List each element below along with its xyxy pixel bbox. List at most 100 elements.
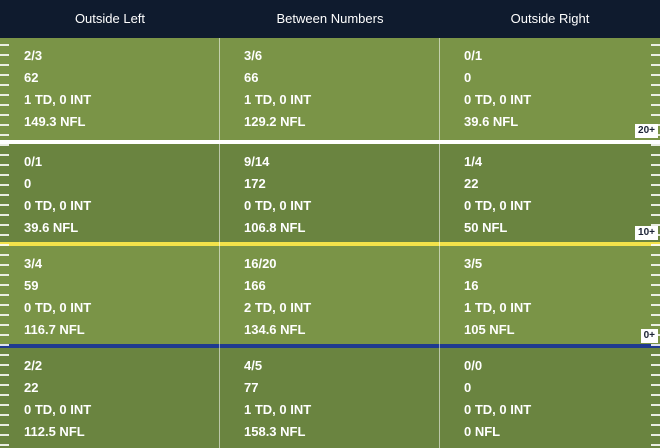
td-int: 0 TD, 0 INT [24,402,92,417]
yard-hash-mark [651,424,660,426]
yard-hash-mark [0,164,9,166]
yards: 22 [464,176,479,191]
yard-hash-mark [0,384,9,386]
yard-hash-mark [651,74,660,76]
completions: 0/0 [464,358,483,373]
passer-rating: 50 NFL [464,220,508,235]
yard-hash-mark [651,114,660,116]
yard-hash-mark [0,444,9,446]
zone-cell[interactable]: 3/5 16 1 TD, 0 INT 105 NFL [440,246,660,343]
zone-cell[interactable]: 0/1 0 0 TD, 0 INT 39.6 NFL [0,144,220,241]
td-int: 0 TD, 0 INT [244,198,312,213]
yard-hash-mark [651,284,660,286]
yard-hash-mark [651,264,660,266]
yards: 0 [24,176,32,191]
yard-hash-mark [651,404,660,406]
line-of-scrimmage [0,344,660,348]
yard-hash-mark [651,364,660,366]
td-int: 2 TD, 0 INT [244,300,312,315]
passer-rating: 39.6 NFL [24,220,79,235]
td-int: 1 TD, 0 INT [244,92,312,107]
zone-cell[interactable]: 0/0 0 0 TD, 0 INT 0 NFL [440,348,660,445]
field-zone-20-plus [0,38,660,140]
yard-hash-mark [651,204,660,206]
yard-hash-mark [0,84,9,86]
divider-white [0,140,660,144]
completions: 3/4 [24,256,43,271]
yard-hash-mark [0,74,9,76]
zone-cell[interactable]: 0/1 0 0 TD, 0 INT 39.6 NFL [440,38,660,135]
completions: 16/20 [244,256,277,271]
zone-cell[interactable]: 1/4 22 0 TD, 0 INT 50 NFL [440,144,660,241]
yard-hash-mark [0,184,9,186]
yard-hash-mark [0,324,9,326]
yard-hash-mark [0,204,9,206]
divider-yellow [0,242,660,246]
yards: 59 [24,278,39,293]
yard-hash-mark [0,134,9,136]
yard-hash-mark [0,414,9,416]
td-int: 0 TD, 0 INT [464,198,532,213]
yards: 66 [244,70,259,85]
yard-hash-mark [0,314,9,316]
yard-hash-mark [0,194,9,196]
zone-cell[interactable]: 9/14 172 0 TD, 0 INT 106.8 NFL [220,144,440,241]
td-int: 1 TD, 0 INT [24,92,92,107]
yard-hash-mark [651,64,660,66]
field-zone-10-plus [0,144,660,242]
yard-hash-mark [651,174,660,176]
zone-cell[interactable]: 4/5 77 1 TD, 0 INT 158.3 NFL [220,348,440,445]
yard-hash-mark [651,254,660,256]
td-int: 1 TD, 0 INT [244,402,312,417]
completions: 3/5 [464,256,483,271]
yards: 16 [464,278,479,293]
yards: 77 [244,380,259,395]
completions: 3/6 [244,48,263,63]
yard-hash-mark [0,274,9,276]
column-header-outside-left: Outside Left [74,11,146,26]
yard-hash-mark [651,314,660,316]
passer-rating: 158.3 NFL [244,424,306,439]
yard-hash-mark [0,94,9,96]
yard-hash-mark [651,444,660,446]
completions: 0/1 [464,48,483,63]
yard-hash-mark [651,144,660,146]
completions: 2/3 [24,48,43,63]
yard-hash-mark [0,114,9,116]
field-zone-0-plus [0,246,660,344]
column-header-between-numbers: Between Numbers [276,11,384,26]
zone-cell[interactable]: 16/20 166 2 TD, 0 INT 134.6 NFL [220,246,440,343]
yard-hash-mark [651,94,660,96]
yard-hash-mark [0,284,9,286]
passer-rating: 149.3 NFL [24,114,86,129]
completions: 0/1 [24,154,43,169]
zone-cell[interactable]: 2/2 22 0 TD, 0 INT 112.5 NFL [0,348,220,445]
yard-hash-mark [651,434,660,436]
yard-hash-mark [0,374,9,376]
yard-hash-mark [0,234,9,236]
yard-hash-mark [0,354,9,356]
yards: 0 [464,380,472,395]
field-zone-behind [0,348,660,448]
zone-cell[interactable]: 3/4 59 0 TD, 0 INT 116.7 NFL [0,246,220,343]
completions: 4/5 [244,358,263,373]
passer-rating: 105 NFL [464,322,515,337]
yard-hash-mark [0,124,9,126]
yard-hash-mark [0,224,9,226]
yard-hash-mark [0,104,9,106]
passer-rating: 129.2 NFL [244,114,306,129]
yard-hash-mark [0,154,9,156]
passer-rating: 0 NFL [464,424,501,439]
passer-rating: 134.6 NFL [244,322,306,337]
zone-row-20-plus: 2/3 62 1 TD, 0 INT 149.3 NFL 3/6 66 1 TD… [0,38,660,135]
td-int: 1 TD, 0 INT [464,300,532,315]
yard-hash-mark [651,224,660,226]
yard-hash-mark [651,194,660,196]
completions: 2/2 [24,358,43,373]
zone-cell[interactable]: 3/6 66 1 TD, 0 INT 129.2 NFL [220,38,440,135]
yard-hash-mark [0,54,9,56]
zone-cell[interactable]: 2/3 62 1 TD, 0 INT 149.3 NFL [0,38,220,135]
yard-hash-mark [651,294,660,296]
zone-row-10-plus: 0/1 0 0 TD, 0 INT 39.6 NFL 9/14 172 0 TD… [0,144,660,241]
